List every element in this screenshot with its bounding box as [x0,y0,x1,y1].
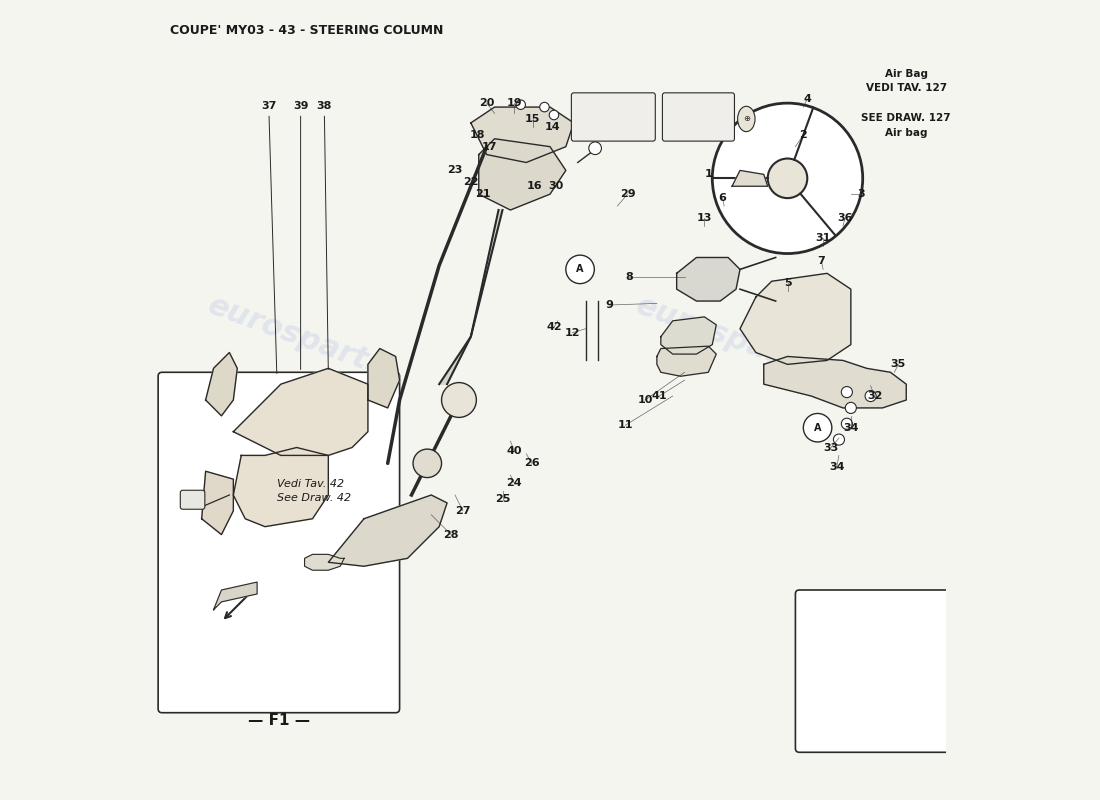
FancyBboxPatch shape [662,93,735,141]
Text: 33: 33 [824,442,838,453]
Circle shape [516,100,526,110]
Polygon shape [201,471,233,534]
Text: 36: 36 [837,213,852,223]
Polygon shape [740,274,850,364]
Text: 11: 11 [617,420,632,430]
Circle shape [842,386,852,398]
Circle shape [865,390,877,402]
Polygon shape [661,317,716,354]
Circle shape [842,418,852,430]
Text: A: A [814,422,822,433]
Polygon shape [676,258,740,301]
Text: 17: 17 [482,142,497,152]
Polygon shape [233,368,367,455]
Circle shape [565,255,594,284]
Text: 16: 16 [527,182,542,191]
Text: 21: 21 [475,189,491,199]
Text: 22: 22 [463,178,478,187]
Polygon shape [763,357,906,408]
Text: 26: 26 [524,458,540,468]
Text: 24: 24 [507,478,522,488]
Text: MASERATI: MASERATI [594,110,634,117]
Text: 23: 23 [448,166,463,175]
Text: 42: 42 [546,322,562,332]
Text: 25: 25 [495,494,510,504]
Polygon shape [367,349,399,408]
Polygon shape [206,353,238,416]
Text: 9: 9 [605,300,614,310]
Text: 27: 27 [455,506,471,516]
Circle shape [441,382,476,418]
Polygon shape [657,346,716,376]
Polygon shape [305,554,344,570]
Polygon shape [478,138,565,210]
Text: 1: 1 [704,170,712,179]
Text: 8: 8 [625,272,632,282]
Text: 20: 20 [478,98,494,108]
Text: 38: 38 [317,101,332,111]
Circle shape [713,103,862,254]
Text: 4: 4 [803,94,811,104]
Text: 28: 28 [443,530,459,539]
Circle shape [803,414,832,442]
Text: 5: 5 [783,278,791,288]
Text: 7: 7 [817,257,825,266]
Text: COUPE': COUPE' [594,118,617,123]
Circle shape [412,449,441,478]
Text: 13: 13 [696,213,712,223]
FancyBboxPatch shape [795,590,955,752]
Circle shape [845,402,857,414]
Polygon shape [733,170,768,186]
Circle shape [549,110,559,120]
Text: 41: 41 [651,391,667,401]
Text: 37: 37 [262,101,276,111]
Text: 40: 40 [507,446,522,457]
Text: COUPE' MY03 - 43 - STEERING COLUMN: COUPE' MY03 - 43 - STEERING COLUMN [170,24,443,37]
Text: Vedi Tav. 42
See Draw. 42: Vedi Tav. 42 See Draw. 42 [277,479,351,503]
FancyBboxPatch shape [571,93,656,141]
FancyBboxPatch shape [180,490,205,510]
Text: 39: 39 [293,101,308,111]
Text: 34: 34 [843,422,859,433]
Text: 15: 15 [525,114,540,124]
Text: CODE CARD: CODE CARD [676,106,722,113]
Text: eurosparts: eurosparts [631,291,817,382]
Ellipse shape [738,106,755,132]
Polygon shape [233,447,328,526]
Polygon shape [328,495,447,566]
Text: 19: 19 [507,98,522,108]
Text: 3: 3 [857,189,865,199]
Text: ⊕: ⊕ [742,114,750,123]
Circle shape [588,142,602,154]
Text: 35: 35 [891,359,906,370]
Polygon shape [439,210,503,384]
Text: 10: 10 [637,395,652,405]
Text: eurosparts: eurosparts [204,291,389,382]
Circle shape [540,102,549,112]
Polygon shape [471,107,574,162]
Text: A: A [576,264,584,274]
Text: 18: 18 [470,130,485,140]
Text: 30: 30 [549,182,564,191]
Text: — F1 —: — F1 — [248,713,310,728]
Text: 2: 2 [800,130,807,140]
Polygon shape [213,582,257,610]
Circle shape [768,158,807,198]
Text: 32: 32 [867,391,882,401]
Circle shape [834,434,845,445]
Text: 6: 6 [718,193,726,203]
Text: 14: 14 [544,122,560,132]
Text: 34: 34 [828,462,845,472]
Text: 29: 29 [619,189,636,199]
Text: 12: 12 [564,328,580,338]
Text: 31: 31 [815,233,830,242]
FancyBboxPatch shape [158,372,399,713]
Text: Air Bag
VEDI TAV. 127

SEE DRAW. 127
Air bag: Air Bag VEDI TAV. 127 SEE DRAW. 127 Air … [861,69,952,138]
